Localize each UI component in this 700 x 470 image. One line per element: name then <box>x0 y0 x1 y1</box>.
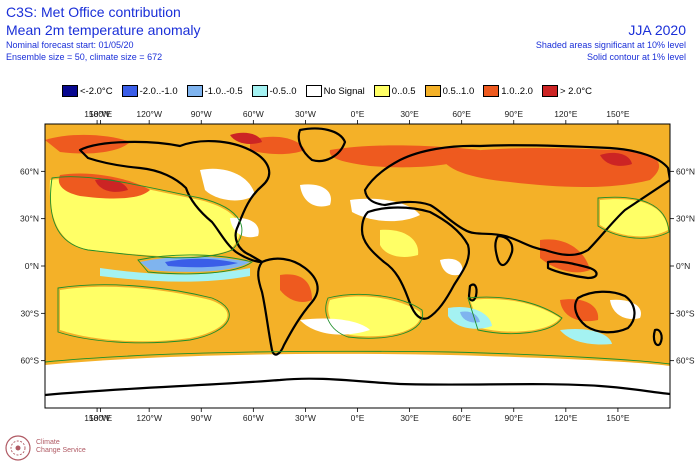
indonesia-outline <box>546 260 598 280</box>
legend-swatch <box>251 85 268 97</box>
legend-item: <-2.0°C <box>62 85 113 97</box>
legend-swatch <box>541 85 558 97</box>
lon-tick-label-bottom: 90°W <box>191 413 212 423</box>
axis-ticks: 180°E180°E150°W150°W120°W120°W90°W90°W60… <box>20 109 695 423</box>
legend-swatch <box>483 85 500 97</box>
lon-tick-label-bottom: 150°W <box>84 413 110 423</box>
lat-tick-label-right: 30°S <box>676 308 695 318</box>
legend-label: 0.5..1.0 <box>442 85 475 97</box>
significance-note: Shaded areas significant at 10% level <box>535 40 686 50</box>
lat-tick-label-right: 60°S <box>676 356 695 366</box>
lon-tick-label-bottom: 90°E <box>504 413 523 423</box>
legend-swatch <box>121 85 138 97</box>
lon-tick-label-top: 30°E <box>400 109 419 119</box>
antarctica-outline <box>45 377 670 397</box>
legend-label: -0.5..0 <box>269 85 297 97</box>
coastlines <box>45 127 670 397</box>
legend-swatch <box>373 85 390 97</box>
legend-label: No Signal <box>323 85 365 97</box>
logo-text: Climate Change Service <box>36 439 86 455</box>
north-america-outline <box>78 139 271 264</box>
lat-tick-label-left: 0°N <box>25 261 39 271</box>
new-zealand-outline <box>652 328 663 347</box>
legend-label: 1.0..2.0 <box>501 85 533 97</box>
lon-tick-label-top: 150°E <box>606 109 630 119</box>
lon-tick-label-top: 60°W <box>243 109 264 119</box>
season-label: JJA 2020 <box>628 22 686 38</box>
legend-item: 1.0..2.0 <box>483 85 533 97</box>
greenland-outline <box>297 127 347 163</box>
south-america-outline <box>257 257 319 356</box>
legend-label: -2.0..-1.0 <box>139 85 178 97</box>
forecast-start-text: Nominal forecast start: 01/05/20 <box>6 40 134 50</box>
c3s-logo-icon <box>5 435 31 461</box>
lat-tick-label-left: 30°S <box>20 308 39 318</box>
lon-tick-label-top: 90°E <box>504 109 523 119</box>
lat-tick-label-right: 0°N <box>676 261 690 271</box>
legend-swatch <box>424 85 441 97</box>
legend-item: -2.0..-1.0 <box>121 85 178 97</box>
africa-outline <box>360 206 470 320</box>
extreme-warm-areas <box>95 132 632 192</box>
logo-line-1: Climate <box>36 439 60 446</box>
legend-item: 0.5..1.0 <box>424 85 475 97</box>
legend-label: -1.0..-0.5 <box>204 85 243 97</box>
lat-tick-label-left: 60°N <box>20 166 39 176</box>
title-line-2: Mean 2m temperature anomaly <box>6 22 201 38</box>
contour-note: Solid contour at 1% level <box>586 52 686 62</box>
legend-swatch <box>62 85 78 97</box>
legend-swatch <box>305 85 322 97</box>
color-legend: <-2.0°C -2.0..-1.0 -1.0..-0.5 -0.5..0 No Sig… <box>62 83 601 99</box>
title-line-1: C3S: Met Office contribution <box>6 4 181 20</box>
significance-contours <box>45 176 670 365</box>
lon-tick-label-top: 30°W <box>295 109 316 119</box>
lon-tick-label-bottom: 150°E <box>606 413 630 423</box>
lon-tick-label-bottom: 30°W <box>295 413 316 423</box>
legend-item: -0.5..0 <box>251 85 297 97</box>
weak-warm-areas <box>49 179 668 342</box>
lon-tick-label-top: 150°W <box>84 109 110 119</box>
madagascar-outline <box>467 283 478 302</box>
logo-line-2: Change Service <box>36 447 86 454</box>
lon-tick-label-bottom: 0°E <box>351 413 365 423</box>
legend-label: <-2.0°C <box>80 85 113 97</box>
lon-tick-label-bottom: 60°W <box>243 413 264 423</box>
ensemble-size-text: Ensemble size = 50, climate size = 672 <box>6 52 163 62</box>
legend-item: No Signal <box>305 85 365 97</box>
legend-label: > 2.0°C <box>559 85 593 97</box>
australia-outline <box>574 290 636 334</box>
legend-item: 0..0.5 <box>373 85 416 97</box>
lat-tick-label-right: 60°N <box>676 166 695 176</box>
antarctica-area <box>45 390 670 408</box>
lon-tick-label-bottom: 60°E <box>452 413 471 423</box>
lon-tick-label-bottom: 120°W <box>136 413 162 423</box>
lat-tick-label-left: 30°N <box>20 214 39 224</box>
lon-tick-label-top: 0°E <box>351 109 365 119</box>
india-outline <box>494 234 514 267</box>
lon-tick-label-top: 180°E <box>89 109 113 119</box>
lat-tick-label-right: 30°N <box>676 214 695 224</box>
lon-tick-label-bottom: 180°E <box>89 413 113 423</box>
legend-swatch <box>186 85 203 97</box>
lat-tick-label-left: 60°S <box>20 356 39 366</box>
legend-item: > 2.0°C <box>541 85 593 97</box>
eurasia-outline <box>363 144 670 256</box>
lon-tick-label-top: 120°E <box>554 109 578 119</box>
lon-tick-label-bottom: 120°E <box>554 413 578 423</box>
lon-tick-label-top: 120°W <box>136 109 162 119</box>
lon-tick-label-top: 90°W <box>191 109 212 119</box>
lon-tick-label-bottom: 30°E <box>400 413 419 423</box>
lon-tick-label-top: 60°E <box>452 109 471 119</box>
legend-item: -1.0..-0.5 <box>186 85 243 97</box>
legend-label: 0..0.5 <box>391 85 416 97</box>
